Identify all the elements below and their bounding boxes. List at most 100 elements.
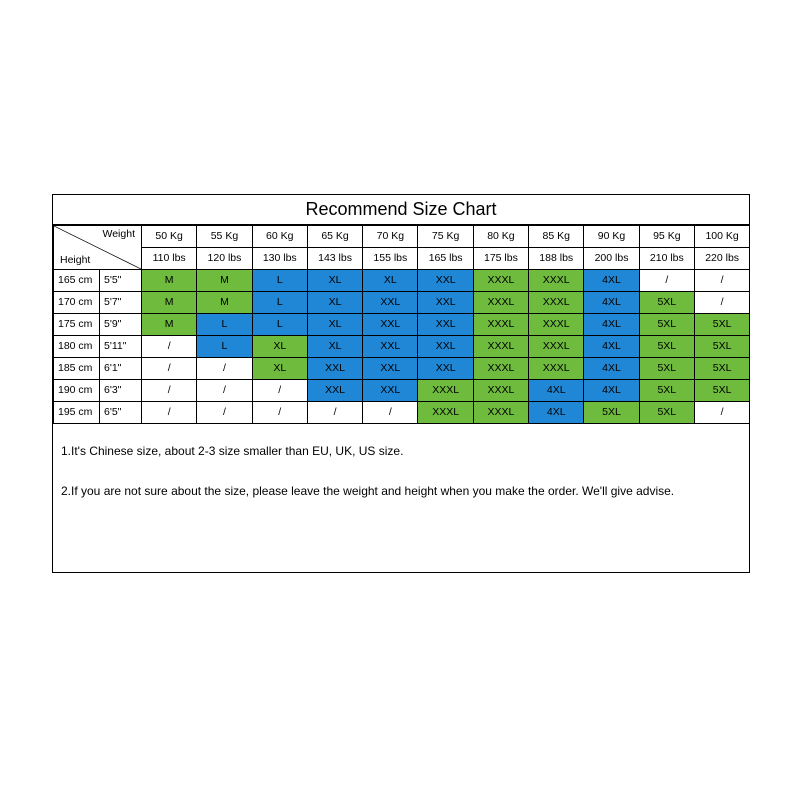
size-cell: XXXL <box>529 314 584 336</box>
header-height-cm: 180 cm <box>54 336 100 358</box>
size-cell: / <box>252 402 307 424</box>
size-cell: 5XL <box>639 380 694 402</box>
chart-notes: 1.It's Chinese size, about 2-3 size smal… <box>53 424 749 572</box>
size-cell: XXL <box>418 358 473 380</box>
size-cell: 5XL <box>694 314 749 336</box>
size-cell: 4XL <box>584 380 639 402</box>
size-cell: / <box>694 270 749 292</box>
size-cell: / <box>252 380 307 402</box>
size-chart: Recommend Size Chart Weight Height 50 Kg55… <box>52 194 750 573</box>
size-cell: XXL <box>418 314 473 336</box>
size-cell: XL <box>307 292 362 314</box>
size-cell: XL <box>307 270 362 292</box>
size-cell: 4XL <box>584 314 639 336</box>
header-height-label: Height <box>60 254 90 267</box>
size-cell: XXXL <box>473 314 528 336</box>
size-cell: 5XL <box>639 292 694 314</box>
size-cell: / <box>197 358 252 380</box>
size-cell: 5XL <box>694 358 749 380</box>
size-cell: XXXL <box>473 270 528 292</box>
size-cell: / <box>363 402 418 424</box>
chart-title: Recommend Size Chart <box>53 195 749 225</box>
size-cell: / <box>694 292 749 314</box>
size-cell: L <box>197 314 252 336</box>
header-weight-kg: 60 Kg <box>252 226 307 248</box>
size-cell: XXL <box>307 380 362 402</box>
size-cell: M <box>142 270 197 292</box>
header-height-cm: 170 cm <box>54 292 100 314</box>
size-cell: XXXL <box>529 292 584 314</box>
note-2: 2.If you are not sure about the size, pl… <box>61 482 739 500</box>
header-weight-kg: 70 Kg <box>363 226 418 248</box>
size-cell: 5XL <box>639 402 694 424</box>
size-cell: XXXL <box>473 358 528 380</box>
header-weight-lbs: 110 lbs <box>142 248 197 270</box>
size-cell: / <box>197 380 252 402</box>
size-cell: / <box>694 402 749 424</box>
header-weight-kg: 90 Kg <box>584 226 639 248</box>
header-height-ftin: 6'3" <box>100 380 142 402</box>
size-cell: XL <box>307 314 362 336</box>
size-cell: 4XL <box>529 380 584 402</box>
header-weight-kg: 75 Kg <box>418 226 473 248</box>
size-cell: XXXL <box>529 270 584 292</box>
header-weight-kg: 65 Kg <box>307 226 362 248</box>
size-cell: L <box>197 336 252 358</box>
size-cell: / <box>639 270 694 292</box>
size-cell: XXL <box>418 270 473 292</box>
size-cell: / <box>142 336 197 358</box>
header-weight-lbs: 143 lbs <box>307 248 362 270</box>
header-height-cm: 185 cm <box>54 358 100 380</box>
header-weight-lbs: 120 lbs <box>197 248 252 270</box>
size-cell: L <box>252 270 307 292</box>
header-height-ftin: 5'5" <box>100 270 142 292</box>
header-height-cm: 190 cm <box>54 380 100 402</box>
size-cell: / <box>142 402 197 424</box>
header-height-ftin: 6'1" <box>100 358 142 380</box>
size-cell: / <box>142 380 197 402</box>
size-cell: / <box>197 402 252 424</box>
size-cell: XXL <box>363 292 418 314</box>
size-cell: XXXL <box>529 336 584 358</box>
size-cell: L <box>252 292 307 314</box>
header-weight-kg: 50 Kg <box>142 226 197 248</box>
size-cell: XXXL <box>473 292 528 314</box>
header-weight-lbs: 165 lbs <box>418 248 473 270</box>
header-weight-kg: 85 Kg <box>529 226 584 248</box>
size-cell: 4XL <box>529 402 584 424</box>
size-cell: 5XL <box>694 380 749 402</box>
size-cell: XXXL <box>473 402 528 424</box>
size-cell: XXXL <box>529 358 584 380</box>
size-cell: XL <box>363 270 418 292</box>
size-cell: XXL <box>418 292 473 314</box>
size-cell: XL <box>307 336 362 358</box>
note-1: 1.It's Chinese size, about 2-3 size smal… <box>61 442 739 460</box>
size-cell: XXL <box>418 336 473 358</box>
header-weight-label: Weight <box>103 228 136 241</box>
size-cell: 5XL <box>639 358 694 380</box>
size-cell: 4XL <box>584 358 639 380</box>
size-cell: L <box>252 314 307 336</box>
header-height-ftin: 6'5" <box>100 402 142 424</box>
header-height-cm: 195 cm <box>54 402 100 424</box>
size-cell: XXL <box>363 358 418 380</box>
size-cell: / <box>142 358 197 380</box>
header-weight-lbs: 175 lbs <box>473 248 528 270</box>
size-table: Weight Height 50 Kg55 Kg60 Kg65 Kg70 Kg75 … <box>53 225 750 424</box>
header-height-cm: 165 cm <box>54 270 100 292</box>
header-height-ftin: 5'7" <box>100 292 142 314</box>
header-height-ftin: 5'11" <box>100 336 142 358</box>
size-cell: XXL <box>307 358 362 380</box>
header-weight-kg: 55 Kg <box>197 226 252 248</box>
size-cell: 5XL <box>584 402 639 424</box>
header-weight-kg: 80 Kg <box>473 226 528 248</box>
header-height-cm: 175 cm <box>54 314 100 336</box>
size-cell: M <box>142 292 197 314</box>
header-height-ftin: 5'9" <box>100 314 142 336</box>
size-cell: XXXL <box>473 380 528 402</box>
header-weight-kg: 100 Kg <box>694 226 749 248</box>
header-weight-lbs: 210 lbs <box>639 248 694 270</box>
size-cell: XL <box>252 336 307 358</box>
size-cell: 5XL <box>694 336 749 358</box>
size-cell: M <box>197 270 252 292</box>
